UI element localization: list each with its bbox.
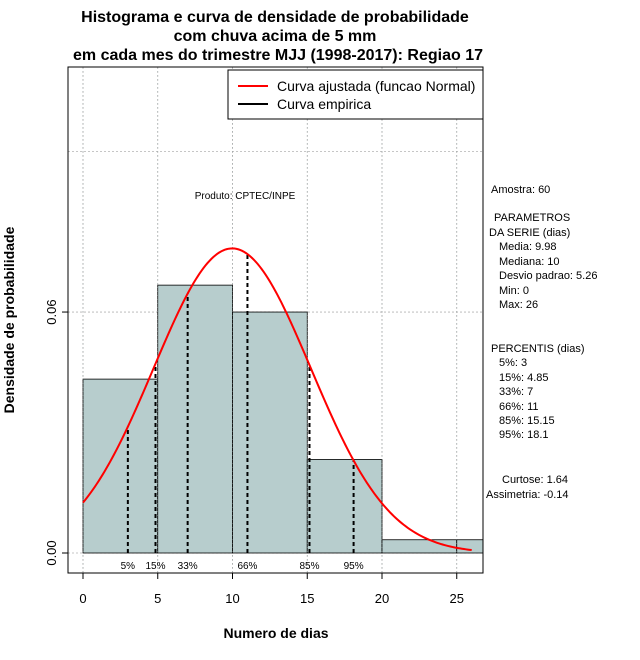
- percentile-label: 15%: [145, 561, 165, 572]
- x-tick-label: 20: [375, 591, 389, 606]
- stats-skewness: Assimetria: -0.14: [486, 489, 569, 501]
- stats-p66: 66%: 11: [499, 401, 539, 413]
- stats-kurtosis: Curtose: 1.64: [502, 474, 568, 486]
- chart-title-line-3: em cada mes do trimestre MJJ (1998-2017)…: [73, 47, 483, 64]
- chart-title-line-1: Histograma e curva de densidade de proba…: [81, 9, 469, 26]
- x-tick-label: 15: [300, 591, 314, 606]
- normal-fit-curve: [82, 247, 472, 552]
- stats-params-subheading: DA SERIE (dias): [489, 227, 570, 239]
- fitted-curve-layer: [82, 247, 472, 552]
- percentile-label: 33%: [178, 561, 198, 572]
- histogram-bar: [82, 378, 159, 554]
- x-axis-label: Numero de dias: [223, 625, 328, 641]
- legend-label-fit: Curva ajustada (funcao Normal): [277, 78, 475, 94]
- stats-max: Max: 26: [499, 299, 538, 311]
- stats-p15: 15%: 4.85: [499, 372, 549, 384]
- histogram-bar: [232, 311, 308, 554]
- histogram-bar: [306, 459, 383, 554]
- histogram-bar: [157, 284, 233, 554]
- stats-median: Mediana: 10: [499, 256, 560, 268]
- percentile-lines: 5% 15% 33% 66% 85% 95%: [121, 254, 364, 572]
- y-axis: 0.00 0.06: [44, 299, 68, 566]
- percentile-label: 85%: [299, 561, 319, 572]
- stats-mean: Media: 9.98: [499, 241, 556, 253]
- histogram-bar: [381, 539, 458, 554]
- stats-sample: Amostra: 60: [491, 184, 550, 196]
- stats-min: Min: 0: [499, 285, 529, 297]
- x-tick-label: 0: [79, 591, 86, 606]
- stats-panel: Amostra: 60 PARAMETROS DA SERIE (dias) M…: [486, 184, 597, 501]
- x-tick-label: 5: [154, 591, 161, 606]
- x-tick-label: 10: [225, 591, 239, 606]
- stats-p85: 85%: 15.15: [499, 415, 555, 427]
- stats-p5: 5%: 3: [499, 357, 527, 369]
- stats-params-heading: PARAMETROS: [494, 212, 570, 224]
- legend-box: [227, 69, 484, 120]
- stats-sd: Desvio padrao: 5.26: [499, 270, 597, 282]
- x-axis: 0 5 10 15 20 25: [79, 573, 464, 606]
- percentile-label: 5%: [121, 561, 136, 572]
- stats-percentiles-heading: PERCENTIS (dias): [491, 343, 585, 355]
- x-tick-label: 25: [450, 591, 464, 606]
- legend-label-empirical: Curva empirica: [277, 96, 371, 112]
- chart-title-line-2: com chuva acima de 5 mm: [174, 28, 377, 45]
- plot-frame: [67, 66, 484, 574]
- y-axis-label: Densidade de probabilidade: [1, 226, 17, 413]
- stats-p33: 33%: 7: [499, 386, 533, 398]
- legend: Curva ajustada (funcao Normal) Curva emp…: [227, 69, 484, 120]
- y-tick-label: 0.00: [44, 540, 59, 565]
- percentile-label: 95%: [344, 561, 364, 572]
- histogram-bar: [456, 539, 484, 554]
- y-tick-label: 0.06: [44, 299, 59, 324]
- product-annotation: Produto: CPTEC/INPE: [195, 191, 296, 202]
- histogram-bars: [82, 67, 484, 573]
- percentile-label: 66%: [237, 561, 257, 572]
- stats-p95: 95%: 18.1: [499, 429, 549, 441]
